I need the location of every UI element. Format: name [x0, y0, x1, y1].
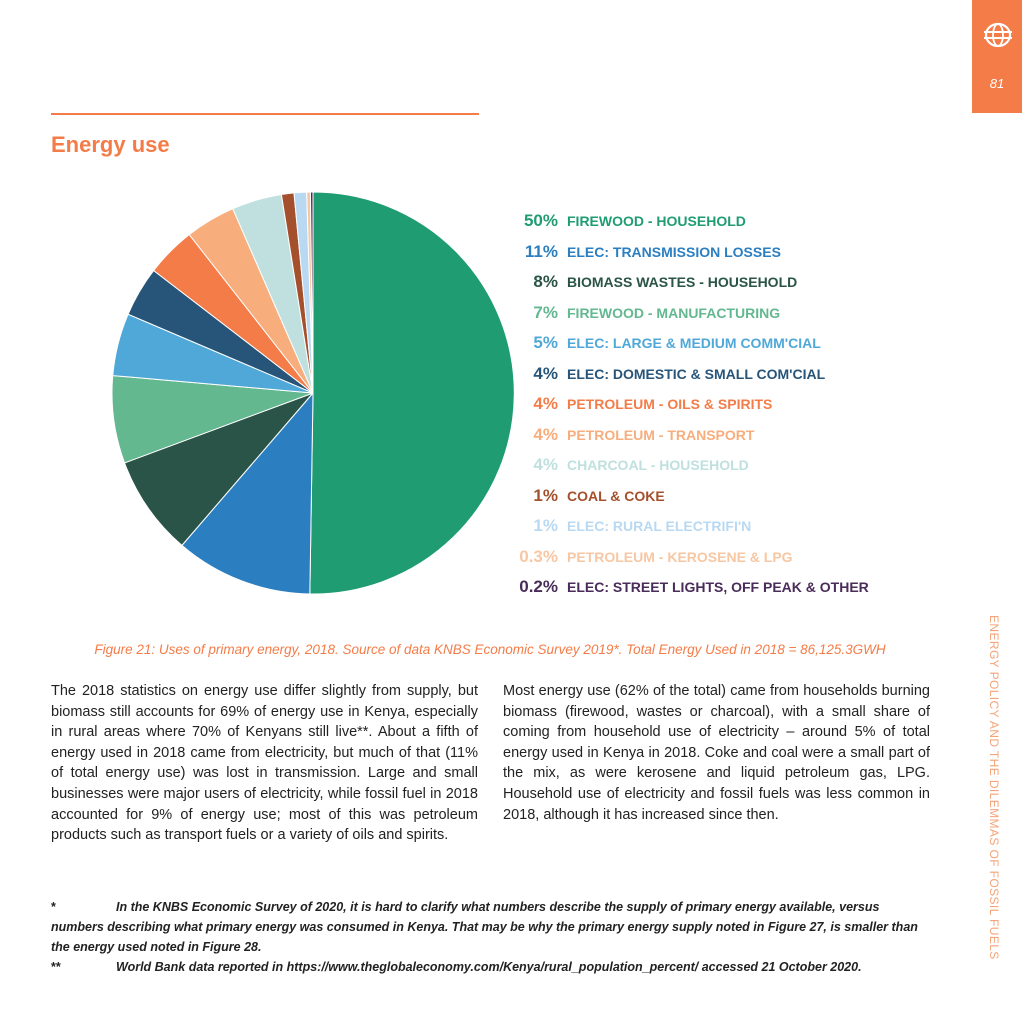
legend-label: ELEC: DOMESTIC & SMALL COM'CIAL	[567, 365, 826, 382]
body-paragraph-left: The 2018 statistics on energy use differ…	[51, 683, 478, 844]
legend-percent: 11%	[524, 241, 558, 261]
footnote-text: In the KNBS Economic Survey of 2020, it …	[51, 900, 918, 954]
legend-label: ELEC: TRANSMISSION LOSSES	[567, 243, 781, 260]
legend-label: COAL & COKE	[567, 487, 665, 504]
legend-percent: 1%	[533, 516, 558, 535]
legend-label: PETROLEUM - KEROSENE & LPG	[567, 548, 793, 565]
pie-chart	[111, 191, 515, 595]
legend-item: 50% FIREWOOD - HOUSEHOLD	[500, 208, 746, 234]
legend-label: FIREWOOD - MANUFACTURING	[567, 304, 781, 321]
pie-slice	[309, 191, 515, 595]
footnote-mark: *	[51, 900, 56, 914]
legend-label: ELEC: RURAL ELECTRIFI'N	[567, 518, 752, 534]
legend-item: 7% FIREWOOD - MANUFACTURING	[500, 300, 780, 326]
legend-percent: 4%	[533, 363, 558, 383]
legend-percent: 4%	[533, 394, 558, 413]
legend-percent: 50%	[523, 211, 558, 230]
legend-item: 8% BIOMASS WASTES - HOUSEHOLD	[500, 269, 797, 295]
legend-item: 11% ELEC: TRANSMISSION LOSSES	[500, 239, 781, 265]
running-title: ENERGY POLICY AND THE DILEMMAS OF FOSSIL…	[987, 615, 1001, 960]
legend-percent: 4%	[533, 424, 558, 444]
legend-label: CHARCOAL - HOUSEHOLD	[567, 457, 749, 473]
legend-label: ELEC: LARGE & MEDIUM COMM'CIAL	[567, 335, 821, 351]
globe-logo-icon	[984, 22, 1012, 48]
legend-item: 4% ELEC: DOMESTIC & SMALL COM'CIAL	[500, 361, 825, 387]
legend-item: 1% ELEC: RURAL ELECTRIFI'N	[500, 513, 751, 539]
footnote-mark: **	[51, 960, 61, 974]
legend-item: 1% COAL & COKE	[500, 483, 665, 509]
legend-percent: 8%	[533, 272, 558, 291]
legend-item: 0.3% PETROLEUM - KEROSENE & LPG	[500, 544, 793, 570]
legend-percent: 7%	[533, 302, 558, 322]
page-number: 81	[989, 76, 1005, 91]
legend-label: ELEC: STREET LIGHTS, OFF PEAK & OTHER	[567, 579, 869, 595]
legend-percent: 1%	[533, 485, 558, 505]
footnote-text: World Bank data reported in https://www.…	[116, 960, 862, 974]
pie-slice	[309, 191, 314, 394]
section-heading: Energy use	[51, 132, 170, 157]
legend-label: BIOMASS WASTES - HOUSEHOLD	[567, 274, 798, 290]
legend-item: 4% PETROLEUM - OILS & SPIRITS	[500, 391, 772, 417]
legend-label: PETROLEUM - OILS & SPIRITS	[567, 396, 773, 412]
legend-percent: 0.3%	[519, 546, 558, 566]
footnote: ** World Bank data reported in https://ww…	[51, 957, 931, 977]
legend-item: 0.2% ELEC: STREET LIGHTS, OFF PEAK & OTHE…	[500, 574, 869, 600]
footnotes: * In the KNBS Economic Survey of 2020, it…	[51, 897, 931, 977]
legend-label: FIREWOOD - HOUSEHOLD	[567, 213, 746, 229]
body-paragraph-right: Most energy use (62% of the total) came …	[503, 683, 930, 823]
footnote: * In the KNBS Economic Survey of 2020, it…	[51, 897, 931, 957]
legend-percent: 4%	[533, 455, 558, 474]
legend-item: 5% ELEC: LARGE & MEDIUM COMM'CIAL	[500, 330, 821, 356]
pie-slice	[123, 392, 314, 547]
legend-percent: 5%	[533, 333, 558, 352]
side-tab	[972, 0, 1022, 113]
figure-caption: Figure 21: Uses of primary energy, 2018.…	[94, 642, 886, 657]
legend-item: 4% PETROLEUM - TRANSPORT	[500, 422, 754, 448]
heading-rule	[51, 113, 479, 115]
legend-label: PETROLEUM - TRANSPORT	[567, 426, 755, 443]
legend-percent: 0.2%	[519, 577, 558, 596]
legend-item: 4% CHARCOAL - HOUSEHOLD	[500, 452, 749, 478]
pie-slice	[181, 391, 314, 595]
